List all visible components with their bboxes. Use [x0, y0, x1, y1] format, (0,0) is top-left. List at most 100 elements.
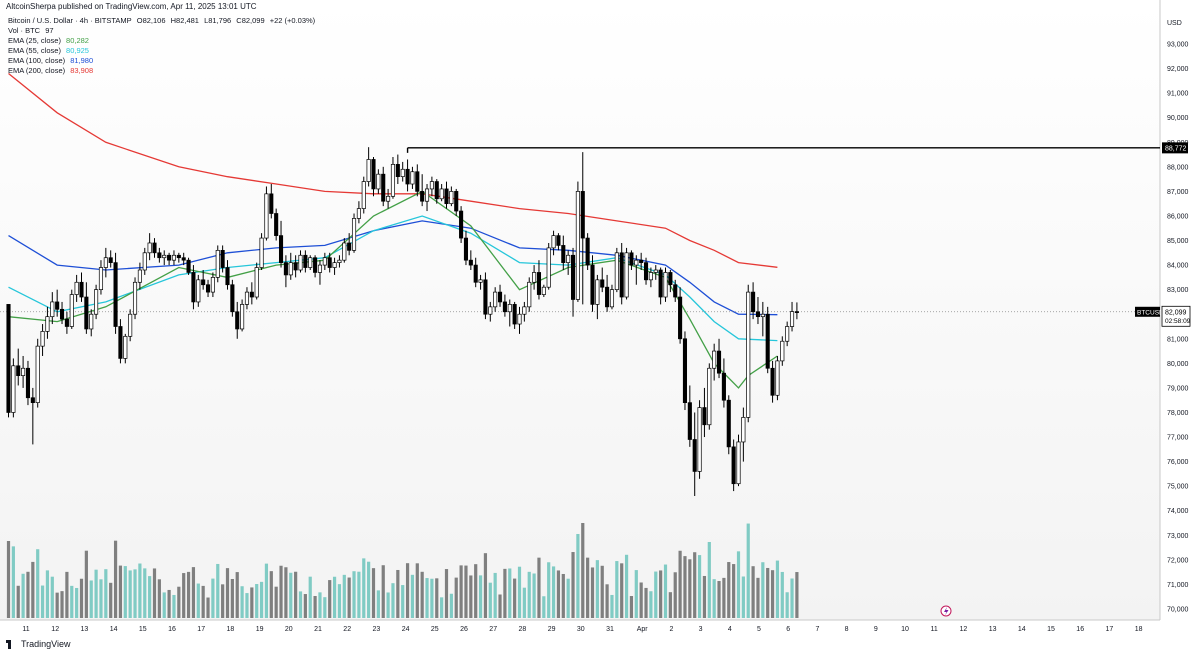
- candle[interactable]: [283, 262, 288, 276]
- candle[interactable]: [556, 235, 561, 246]
- candle[interactable]: [707, 367, 712, 426]
- candle[interactable]: [249, 291, 254, 298]
- candle[interactable]: [527, 281, 532, 308]
- candle[interactable]: [585, 237, 590, 266]
- candle[interactable]: [755, 311, 761, 318]
- candle[interactable]: [673, 284, 678, 298]
- candle[interactable]: [176, 254, 181, 259]
- candle[interactable]: [619, 252, 624, 298]
- candle[interactable]: [775, 360, 780, 396]
- candle[interactable]: [181, 257, 186, 261]
- candle[interactable]: [113, 262, 118, 327]
- candle[interactable]: [278, 235, 284, 263]
- candle[interactable]: [157, 252, 162, 259]
- candle[interactable]: [546, 247, 551, 288]
- ema55-legend[interactable]: EMA (55, close) 80,925: [8, 46, 318, 56]
- candle[interactable]: [201, 279, 206, 286]
- candle[interactable]: [79, 281, 84, 298]
- candle[interactable]: [25, 367, 31, 399]
- candle[interactable]: [94, 289, 99, 315]
- candle[interactable]: [497, 291, 503, 303]
- candle[interactable]: [225, 267, 230, 286]
- candle[interactable]: [541, 286, 546, 295]
- candle[interactable]: [230, 284, 235, 313]
- candle[interactable]: [444, 188, 449, 205]
- candle[interactable]: [74, 281, 79, 295]
- ema100-legend[interactable]: EMA (100, close) 81,980: [8, 56, 318, 66]
- candle[interactable]: [712, 350, 717, 369]
- candle[interactable]: [16, 365, 21, 376]
- candle[interactable]: [663, 272, 668, 298]
- candle[interactable]: [609, 289, 615, 308]
- candle[interactable]: [629, 252, 634, 266]
- candle[interactable]: [40, 331, 45, 347]
- candle[interactable]: [288, 262, 293, 276]
- candle[interactable]: [468, 259, 473, 266]
- candle[interactable]: [186, 259, 191, 273]
- candle[interactable]: [575, 191, 580, 300]
- candle[interactable]: [356, 208, 361, 219]
- candle[interactable]: [429, 181, 434, 190]
- candle[interactable]: [317, 264, 323, 273]
- candle[interactable]: [405, 168, 410, 185]
- candle[interactable]: [507, 304, 512, 313]
- candle[interactable]: [55, 301, 60, 310]
- candle[interactable]: [731, 446, 736, 485]
- candle[interactable]: [327, 257, 332, 268]
- candle[interactable]: [84, 296, 89, 330]
- candle[interactable]: [220, 249, 225, 268]
- candle[interactable]: [463, 237, 469, 261]
- candle[interactable]: [108, 257, 113, 263]
- candle[interactable]: [162, 254, 167, 259]
- candle[interactable]: [196, 279, 201, 303]
- candle[interactable]: [536, 272, 542, 295]
- candle[interactable]: [716, 350, 722, 374]
- candle[interactable]: [171, 254, 177, 261]
- candle[interactable]: [98, 267, 104, 291]
- candle[interactable]: [736, 441, 741, 485]
- candle[interactable]: [493, 291, 498, 308]
- candle[interactable]: [483, 279, 488, 315]
- candle[interactable]: [264, 193, 269, 239]
- candle[interactable]: [210, 277, 215, 293]
- candle[interactable]: [244, 291, 250, 305]
- symbol-tag-box[interactable]: [1135, 306, 1160, 317]
- candle[interactable]: [697, 407, 702, 472]
- candle[interactable]: [648, 272, 653, 281]
- candle[interactable]: [512, 304, 517, 325]
- candle[interactable]: [45, 316, 50, 332]
- volume-legend[interactable]: Vol · BTC 97: [8, 26, 318, 36]
- candle[interactable]: [308, 257, 313, 268]
- candle[interactable]: [240, 304, 245, 330]
- candle[interactable]: [682, 338, 688, 404]
- candle[interactable]: [59, 308, 65, 320]
- currency-label[interactable]: USD: [1167, 20, 1182, 27]
- candle[interactable]: [678, 296, 683, 340]
- candle[interactable]: [381, 173, 386, 202]
- candle[interactable]: [668, 272, 673, 286]
- candle[interactable]: [634, 259, 639, 266]
- candle[interactable]: [235, 311, 240, 330]
- candle[interactable]: [118, 326, 123, 359]
- candle[interactable]: [502, 301, 507, 313]
- chart-pane[interactable]: [0, 0, 1160, 620]
- candle[interactable]: [551, 235, 556, 249]
- candle[interactable]: [351, 218, 357, 251]
- candle[interactable]: [21, 367, 26, 376]
- ema25-legend[interactable]: EMA (25, close) 80,282: [8, 36, 318, 46]
- candle[interactable]: [259, 237, 264, 268]
- candle[interactable]: [561, 245, 566, 263]
- candle[interactable]: [459, 210, 464, 239]
- resistance-price-tag[interactable]: [1162, 142, 1188, 154]
- candle[interactable]: [702, 407, 707, 426]
- candle[interactable]: [50, 301, 55, 318]
- candle[interactable]: [395, 164, 400, 178]
- candle[interactable]: [191, 272, 196, 303]
- candle[interactable]: [454, 191, 459, 212]
- candle[interactable]: [439, 188, 444, 200]
- candle[interactable]: [400, 168, 405, 178]
- candle[interactable]: [580, 191, 585, 239]
- candle[interactable]: [420, 191, 425, 202]
- candle[interactable]: [103, 257, 108, 268]
- candle[interactable]: [293, 262, 298, 271]
